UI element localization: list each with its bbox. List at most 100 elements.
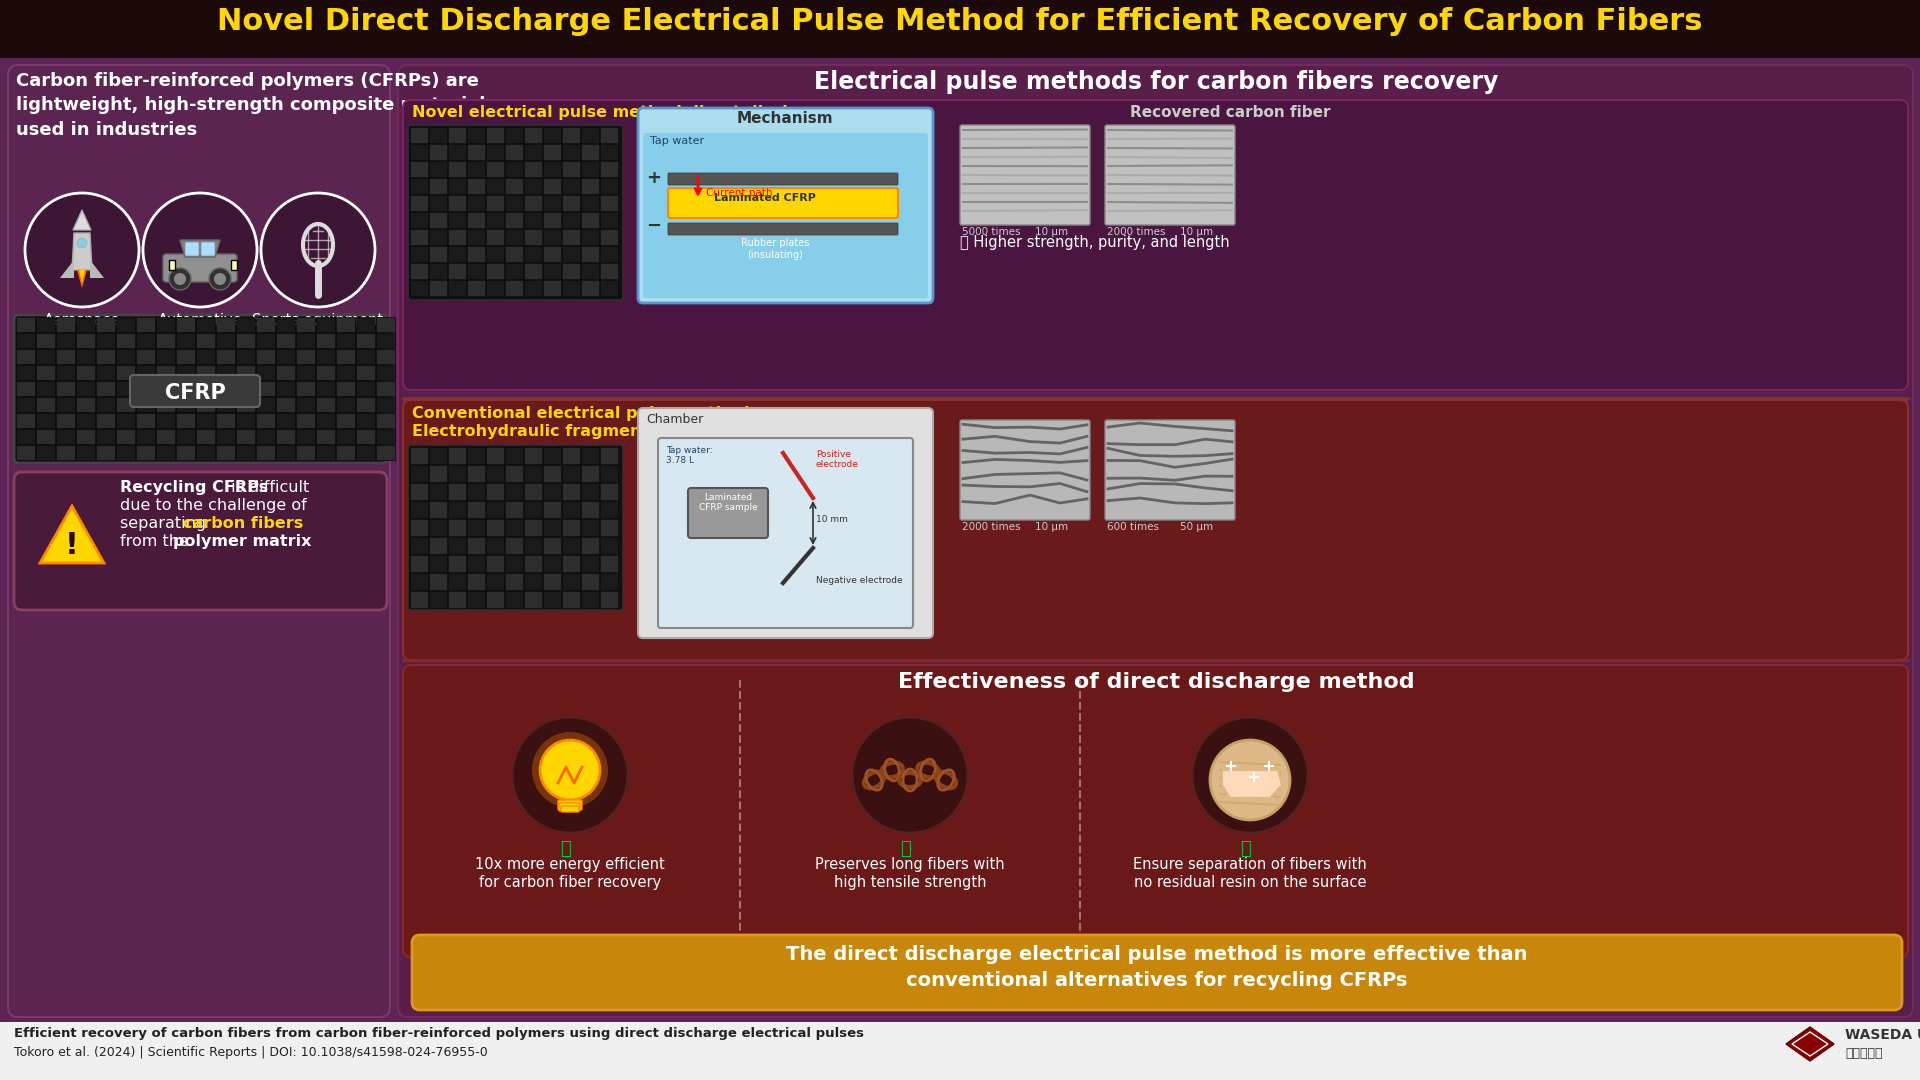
FancyBboxPatch shape — [668, 188, 899, 218]
Text: Novel Direct Discharge Electrical Pulse Method for Efficient Recovery of Carbon : Novel Direct Discharge Electrical Pulse … — [217, 6, 1703, 36]
FancyBboxPatch shape — [505, 573, 522, 590]
FancyBboxPatch shape — [447, 212, 467, 228]
FancyBboxPatch shape — [317, 349, 334, 364]
FancyBboxPatch shape — [524, 127, 541, 143]
FancyBboxPatch shape — [505, 161, 522, 177]
FancyBboxPatch shape — [582, 447, 599, 464]
FancyBboxPatch shape — [156, 429, 175, 444]
FancyBboxPatch shape — [15, 318, 35, 332]
FancyBboxPatch shape — [196, 365, 215, 380]
FancyBboxPatch shape — [411, 537, 428, 554]
FancyBboxPatch shape — [77, 381, 94, 396]
FancyBboxPatch shape — [428, 212, 447, 228]
FancyBboxPatch shape — [563, 229, 580, 245]
FancyBboxPatch shape — [196, 318, 215, 332]
FancyBboxPatch shape — [447, 127, 467, 143]
FancyBboxPatch shape — [599, 573, 618, 590]
FancyBboxPatch shape — [56, 349, 75, 364]
FancyBboxPatch shape — [524, 447, 541, 464]
FancyBboxPatch shape — [255, 318, 275, 332]
Polygon shape — [79, 270, 84, 283]
FancyBboxPatch shape — [196, 429, 215, 444]
FancyBboxPatch shape — [599, 447, 618, 464]
FancyBboxPatch shape — [486, 519, 503, 536]
FancyBboxPatch shape — [215, 333, 234, 348]
FancyBboxPatch shape — [599, 178, 618, 194]
Polygon shape — [1221, 770, 1283, 798]
FancyBboxPatch shape — [447, 264, 467, 279]
Text: Effectiveness of direct discharge method: Effectiveness of direct discharge method — [899, 672, 1415, 692]
FancyBboxPatch shape — [376, 429, 396, 444]
Polygon shape — [90, 260, 104, 278]
FancyBboxPatch shape — [486, 280, 503, 296]
FancyBboxPatch shape — [96, 429, 115, 444]
FancyBboxPatch shape — [336, 333, 355, 348]
Text: Carbon fiber-reinforced polymers (CFRPs) are
lightweight, high-strength composit: Carbon fiber-reinforced polymers (CFRPs)… — [15, 72, 495, 138]
FancyBboxPatch shape — [77, 318, 94, 332]
FancyBboxPatch shape — [317, 397, 334, 411]
Circle shape — [25, 193, 138, 307]
Polygon shape — [77, 270, 86, 288]
FancyBboxPatch shape — [599, 555, 618, 572]
FancyBboxPatch shape — [156, 397, 175, 411]
FancyBboxPatch shape — [599, 465, 618, 482]
Text: The direct discharge electrical pulse method is more effective than
conventional: The direct discharge electrical pulse me… — [787, 945, 1528, 990]
FancyBboxPatch shape — [196, 413, 215, 428]
FancyBboxPatch shape — [582, 127, 599, 143]
FancyBboxPatch shape — [582, 537, 599, 554]
FancyBboxPatch shape — [36, 333, 56, 348]
FancyBboxPatch shape — [411, 483, 428, 500]
FancyBboxPatch shape — [355, 397, 374, 411]
FancyBboxPatch shape — [77, 349, 94, 364]
FancyBboxPatch shape — [428, 178, 447, 194]
FancyBboxPatch shape — [411, 212, 428, 228]
Text: +: + — [647, 168, 662, 187]
FancyBboxPatch shape — [115, 429, 134, 444]
FancyBboxPatch shape — [543, 229, 561, 245]
FancyBboxPatch shape — [196, 397, 215, 411]
Text: Electrohydraulic fragmentation: Electrohydraulic fragmentation — [413, 424, 695, 438]
FancyBboxPatch shape — [563, 127, 580, 143]
FancyBboxPatch shape — [15, 445, 35, 460]
FancyBboxPatch shape — [447, 447, 467, 464]
FancyBboxPatch shape — [276, 333, 296, 348]
FancyBboxPatch shape — [960, 420, 1091, 519]
FancyBboxPatch shape — [505, 591, 522, 608]
Circle shape — [540, 740, 599, 800]
FancyBboxPatch shape — [447, 573, 467, 590]
FancyBboxPatch shape — [505, 264, 522, 279]
FancyBboxPatch shape — [403, 665, 1908, 957]
FancyBboxPatch shape — [505, 212, 522, 228]
FancyBboxPatch shape — [599, 264, 618, 279]
FancyBboxPatch shape — [486, 264, 503, 279]
FancyBboxPatch shape — [77, 429, 94, 444]
Polygon shape — [1786, 1027, 1834, 1061]
FancyBboxPatch shape — [582, 501, 599, 518]
FancyBboxPatch shape — [524, 280, 541, 296]
FancyBboxPatch shape — [563, 447, 580, 464]
FancyBboxPatch shape — [599, 246, 618, 262]
FancyBboxPatch shape — [447, 483, 467, 500]
FancyBboxPatch shape — [56, 429, 75, 444]
FancyBboxPatch shape — [428, 161, 447, 177]
FancyBboxPatch shape — [336, 445, 355, 460]
Text: for carbon fiber recovery: for carbon fiber recovery — [478, 875, 660, 890]
FancyBboxPatch shape — [486, 127, 503, 143]
Text: Tokoro et al. (2024) | Scientific Reports | DOI: 10.1038/s41598-024-76955-0: Tokoro et al. (2024) | Scientific Report… — [13, 1047, 488, 1059]
FancyBboxPatch shape — [668, 173, 899, 185]
FancyBboxPatch shape — [543, 246, 561, 262]
Text: ✅ Higher strength, purity, and length: ✅ Higher strength, purity, and length — [960, 235, 1229, 249]
FancyBboxPatch shape — [543, 537, 561, 554]
FancyBboxPatch shape — [486, 555, 503, 572]
FancyBboxPatch shape — [524, 465, 541, 482]
FancyBboxPatch shape — [428, 519, 447, 536]
FancyBboxPatch shape — [563, 483, 580, 500]
FancyBboxPatch shape — [563, 246, 580, 262]
FancyBboxPatch shape — [336, 397, 355, 411]
FancyBboxPatch shape — [411, 144, 428, 160]
FancyBboxPatch shape — [376, 381, 396, 396]
FancyBboxPatch shape — [467, 447, 486, 464]
Text: 10 μm: 10 μm — [1035, 522, 1068, 532]
FancyBboxPatch shape — [505, 127, 522, 143]
FancyBboxPatch shape — [467, 127, 486, 143]
